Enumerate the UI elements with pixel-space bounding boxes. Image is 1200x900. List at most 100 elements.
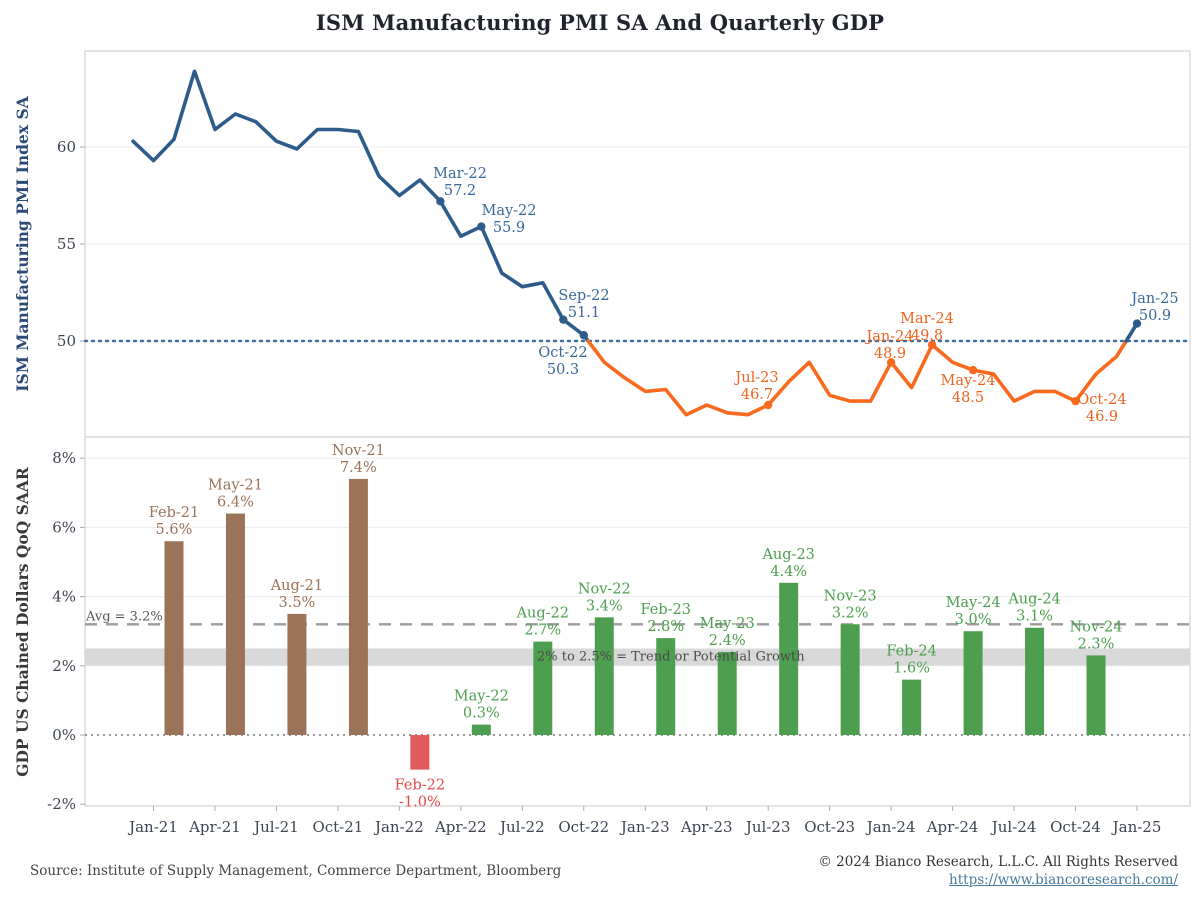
ytick-label-bottom: 8% — [52, 449, 76, 467]
gdp-bar-Nov-24 — [1086, 655, 1106, 735]
pmi-point-Jul-23 — [763, 400, 773, 410]
pmi-annotation-value: 48.5 — [952, 390, 984, 406]
ytick-label-bottom: 6% — [52, 518, 76, 536]
xtick-label: Oct-22 — [558, 818, 609, 836]
gdp-bar-Aug-24 — [1025, 627, 1045, 735]
ytick-label-top: 60 — [57, 138, 76, 156]
bar-label-value: 2.3% — [1078, 636, 1115, 652]
ytick-label-bottom: -2% — [47, 795, 76, 813]
pmi-annotation-value: 50.3 — [547, 362, 579, 378]
bar-label-value: 3.5% — [278, 595, 315, 611]
bar-label-month: Feb-21 — [149, 505, 199, 521]
xtick-label: Jan-22 — [373, 818, 424, 836]
page-title: ISM Manufacturing PMI SA And Quarterly G… — [315, 10, 885, 35]
pmi-annotation-month: Sep-22 — [558, 288, 609, 304]
avg-label: Avg = 3.2% — [85, 609, 163, 624]
bar-label-value: 3.4% — [586, 598, 623, 614]
pmi-line-segment — [131, 69, 591, 343]
bar-label-month: Nov-21 — [332, 443, 385, 459]
xtick-label: Apr-23 — [680, 818, 733, 836]
pmi-point-Jan-25 — [1132, 319, 1142, 328]
trend-band-label: 2% to 2.5% = Trend or Potential Growth — [537, 650, 805, 665]
xtick-label: Apr-22 — [434, 818, 487, 836]
pmi-annotation-month: Mar-22 — [433, 166, 487, 182]
xtick-label: Jul-22 — [498, 818, 545, 836]
pmi-point-Jan-24 — [886, 358, 896, 367]
bar-label-month: Aug-23 — [761, 547, 814, 563]
gdp-bar-Feb-21 — [164, 541, 184, 735]
pmi-point-Oct-22 — [579, 330, 588, 340]
chart-frame — [84, 50, 1191, 807]
gdp-bar-Aug-23 — [779, 582, 799, 735]
gdp-bar-May-22 — [471, 724, 491, 735]
xtick-label: Jul-23 — [744, 818, 791, 836]
pmi-annotation-value: 48.9 — [874, 346, 906, 362]
ytick-label-top: 50 — [57, 332, 76, 350]
bar-label-value: 3.2% — [832, 605, 869, 621]
bar-label-month: Aug-21 — [270, 578, 323, 594]
bar-label-month: Feb-23 — [640, 602, 690, 618]
gdp-bar-Nov-22 — [594, 617, 614, 735]
pmi-point-Sep-22 — [559, 315, 568, 324]
pmi-point-May-24 — [968, 365, 978, 375]
bar-label-month: Feb-22 — [395, 778, 445, 794]
gdp-bar-Nov-21 — [348, 478, 368, 735]
xtick-label: Jan-23 — [619, 818, 670, 836]
xtick-label: Oct-23 — [804, 818, 855, 836]
bar-label-value: 2.8% — [647, 619, 684, 635]
bar-label-month: May-22 — [454, 689, 509, 705]
gdp-bar-Nov-23 — [840, 624, 860, 735]
bar-label-value: 2.4% — [709, 633, 746, 649]
bar-label-value: 4.4% — [770, 564, 807, 580]
pmi-point-May-22 — [477, 222, 486, 231]
bar-label-month: Aug-22 — [516, 606, 569, 622]
y-axis-title-bottom: GDP US Chained Dollars QoQ SAAR — [13, 467, 32, 777]
ytick-label-top: 55 — [57, 235, 76, 253]
y-axis-title-top: ISM Manufacturing PMI Index SA — [13, 95, 32, 391]
source-note: Source: Institute of Supply Management, … — [30, 863, 562, 879]
bar-label-month: Nov-23 — [824, 588, 877, 604]
pmi-annotation-value: 51.1 — [568, 305, 600, 321]
gdp-bar-Aug-21 — [287, 613, 307, 735]
bar-label-month: Nov-24 — [1070, 619, 1123, 635]
bar-label-month: Nov-22 — [578, 581, 631, 597]
xtick-label: Oct-24 — [1050, 818, 1101, 836]
pmi-annotation-value: 46.9 — [1086, 409, 1118, 425]
bar-label-value: 6.4% — [217, 495, 254, 511]
bar-label-month: Feb-24 — [886, 644, 936, 660]
pmi-point-Mar-24 — [927, 340, 937, 350]
pmi-annotation-month: Mar-24 — [900, 311, 954, 327]
xtick-label: Jul-21 — [252, 818, 299, 836]
ytick-label-bottom: 0% — [52, 726, 76, 744]
bar-label-value: 0.3% — [463, 706, 500, 722]
pmi-annotation-month: Oct-24 — [1077, 392, 1126, 408]
xtick-label: Jan-25 — [1111, 818, 1162, 836]
gdp-bar-May-21 — [225, 513, 245, 735]
gdp-bar-Aug-22 — [533, 641, 553, 735]
pmi-annotation-value: 50.9 — [1139, 308, 1171, 324]
bar-label-value: 3.1% — [1016, 609, 1053, 625]
bar-label-month: May-23 — [700, 616, 755, 632]
pmi-annotation-month: Oct-22 — [538, 345, 587, 361]
xtick-label: Jan-24 — [865, 818, 916, 836]
pmi-line-segment — [586, 339, 1128, 417]
xtick-label: Jul-24 — [990, 818, 1037, 836]
bar-label-value: -1.0% — [399, 795, 441, 811]
bar-label-value: 5.6% — [156, 522, 193, 538]
xtick-label: Jan-21 — [127, 818, 178, 836]
copyright-block: © 2024 Bianco Research, L.L.C. All Right… — [818, 853, 1178, 889]
pmi-annotation-month: May-24 — [940, 373, 995, 389]
pmi-annotation-value: 55.9 — [493, 220, 525, 236]
bar-label-value: 2.7% — [524, 623, 561, 639]
biancoresearch-link[interactable]: https://www.biancoresearch.com/ — [949, 872, 1178, 888]
ytick-label-bottom: 4% — [52, 588, 76, 606]
pmi-annotation-value: 46.7 — [741, 387, 773, 403]
gdp-bar-May-23 — [717, 651, 737, 735]
bar-label-month: May-24 — [946, 595, 1001, 611]
bar-label-month: Aug-24 — [1007, 592, 1060, 608]
bar-label-value: 3.0% — [955, 612, 992, 628]
pmi-annotation-value: 57.2 — [444, 183, 476, 199]
gdp-bar-Feb-22 — [410, 735, 430, 770]
